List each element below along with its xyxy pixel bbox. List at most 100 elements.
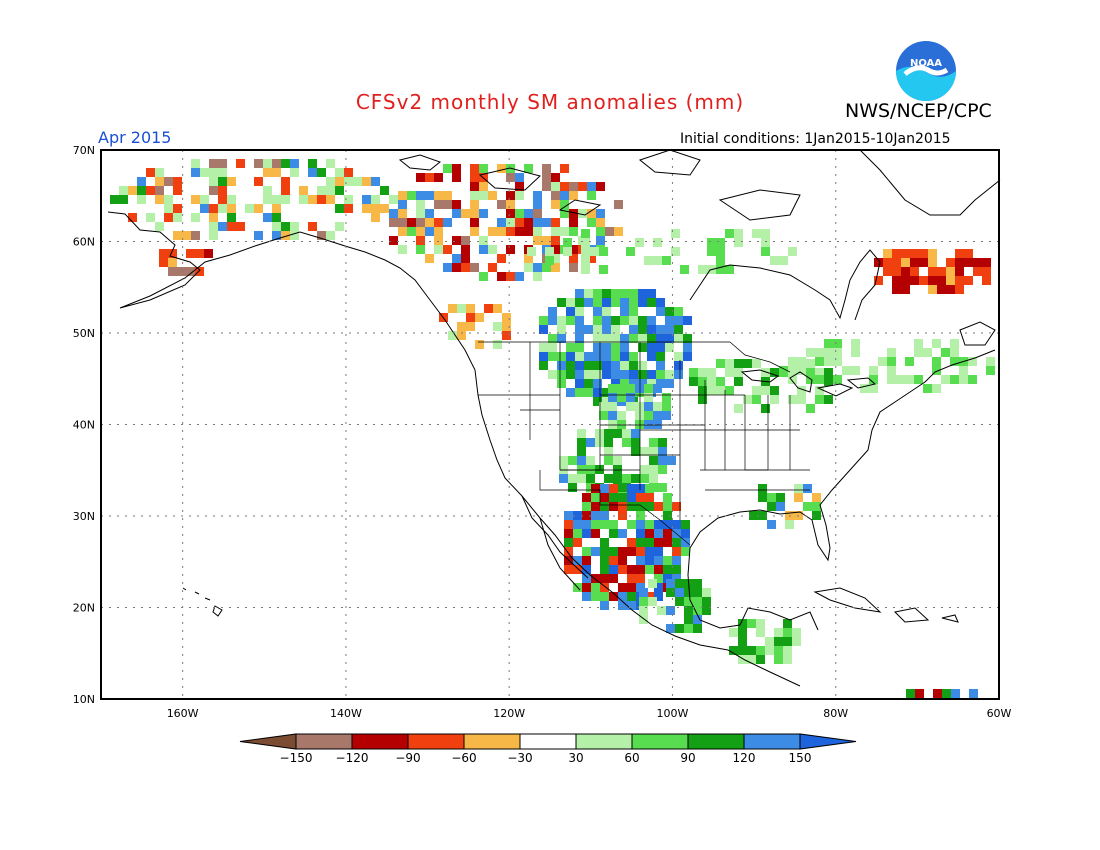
anomaly-cell bbox=[484, 304, 493, 313]
anomaly-cell bbox=[389, 209, 398, 218]
anomaly-cell bbox=[758, 484, 767, 493]
anomaly-cell bbox=[560, 164, 569, 173]
anomaly-cell bbox=[656, 325, 665, 334]
anomaly-cell bbox=[195, 249, 204, 258]
anomaly-cell bbox=[647, 334, 656, 343]
anomaly-cell bbox=[443, 200, 452, 209]
anomaly-cell bbox=[671, 229, 680, 238]
anomaly-cell bbox=[887, 357, 896, 366]
anomaly-cell bbox=[636, 529, 645, 538]
anomaly-cell bbox=[479, 164, 488, 173]
anomaly-cell bbox=[620, 334, 629, 343]
anomaly-cell bbox=[636, 484, 645, 493]
anomaly-cell bbox=[627, 565, 636, 574]
anomaly-cell bbox=[656, 298, 665, 307]
anomaly-cell bbox=[587, 182, 596, 191]
anomaly-cell bbox=[955, 249, 964, 258]
anomaly-cell bbox=[566, 370, 575, 379]
anomaly-cell bbox=[910, 258, 919, 267]
anomaly-cell bbox=[575, 334, 584, 343]
anomaly-cell bbox=[672, 547, 681, 556]
anomaly-cell bbox=[398, 218, 407, 227]
anomaly-cell bbox=[506, 245, 515, 254]
anomaly-cell bbox=[380, 204, 389, 213]
anomaly-cell bbox=[416, 191, 425, 200]
anomaly-cell bbox=[776, 502, 785, 511]
anomaly-cell bbox=[227, 195, 236, 204]
anomaly-cell bbox=[479, 245, 488, 254]
anomaly-cell bbox=[566, 298, 575, 307]
anomaly-cell bbox=[614, 200, 623, 209]
month-label: Apr 2015 bbox=[98, 128, 172, 147]
anomaly-cell bbox=[639, 588, 648, 597]
anomaly-cell bbox=[581, 265, 590, 274]
graticule bbox=[101, 150, 999, 699]
anomaly-cell bbox=[497, 272, 506, 281]
anomaly-cell bbox=[892, 276, 901, 285]
anomaly-cell bbox=[475, 313, 484, 322]
anomaly-cell bbox=[209, 213, 218, 222]
anomaly-cell bbox=[191, 195, 200, 204]
anomaly-cell bbox=[656, 343, 665, 352]
anomaly-cell bbox=[959, 366, 968, 375]
anomaly-cell bbox=[645, 565, 654, 574]
anomaly-cell bbox=[693, 597, 702, 606]
anomaly-cell bbox=[602, 316, 611, 325]
anomaly-cell bbox=[566, 316, 575, 325]
anomaly-cell bbox=[770, 395, 779, 404]
anomaly-cell bbox=[955, 267, 964, 276]
anomaly-cell bbox=[335, 204, 344, 213]
anomaly-cell bbox=[470, 164, 479, 173]
anomaly-cell bbox=[605, 227, 614, 236]
anomaly-cell bbox=[575, 307, 584, 316]
anomaly-cell bbox=[614, 227, 623, 236]
anomaly-cell bbox=[173, 186, 182, 195]
anomaly-cell bbox=[645, 556, 654, 565]
anomaly-cell bbox=[707, 377, 716, 386]
anomaly-cell bbox=[629, 361, 638, 370]
anomaly-cell bbox=[587, 191, 596, 200]
anomaly-cell bbox=[533, 227, 542, 236]
anomaly-cell bbox=[600, 565, 609, 574]
anomaly-cell bbox=[557, 379, 566, 388]
lon-tick-label: 60W bbox=[987, 707, 1012, 720]
anomaly-cell bbox=[506, 191, 515, 200]
anomaly-cell bbox=[542, 218, 551, 227]
anomaly-cell bbox=[636, 511, 645, 520]
anomaly-cell bbox=[639, 615, 648, 624]
axis-labels: 160W 140W 120W 100W 80W 60W 70N 60N 50N 40N 30N 20N… bbox=[73, 144, 1012, 720]
anomaly-cell bbox=[815, 348, 824, 357]
anomaly-cell bbox=[443, 218, 452, 227]
anomaly-cell bbox=[204, 249, 213, 258]
anomaly-cell bbox=[596, 236, 605, 245]
anomaly-cell bbox=[308, 195, 317, 204]
anomaly-cell bbox=[683, 343, 692, 352]
anomaly-cell bbox=[654, 556, 663, 565]
anomaly-cell bbox=[475, 340, 484, 349]
anomaly-cell bbox=[582, 565, 591, 574]
anomaly-cell bbox=[683, 352, 692, 361]
colorbar-box bbox=[631, 733, 689, 750]
anomaly-cell bbox=[662, 402, 671, 411]
chart-title: CFSv2 monthly SM anomalies (mm) bbox=[355, 90, 745, 114]
anomaly-cell bbox=[434, 245, 443, 254]
anomaly-cell bbox=[674, 325, 683, 334]
anomaly-cell bbox=[734, 229, 743, 238]
anomaly-cell bbox=[618, 592, 627, 601]
anomaly-cell bbox=[645, 520, 654, 529]
anomaly-cell bbox=[914, 348, 923, 357]
anomaly-cell bbox=[596, 182, 605, 191]
anomaly-cell bbox=[756, 628, 765, 637]
anomaly-cell bbox=[542, 173, 551, 182]
anomaly-cell bbox=[308, 222, 317, 231]
anomaly-cell bbox=[573, 538, 582, 547]
anomaly-cell bbox=[542, 164, 551, 173]
anomaly-cell bbox=[928, 258, 937, 267]
anomaly-cell bbox=[600, 493, 609, 502]
anomaly-cell bbox=[398, 200, 407, 209]
anomaly-cell bbox=[671, 247, 680, 256]
anomaly-cell bbox=[548, 343, 557, 352]
anomaly-cell bbox=[559, 465, 568, 474]
anomaly-cell bbox=[263, 213, 272, 222]
anomaly-cell bbox=[470, 173, 479, 182]
